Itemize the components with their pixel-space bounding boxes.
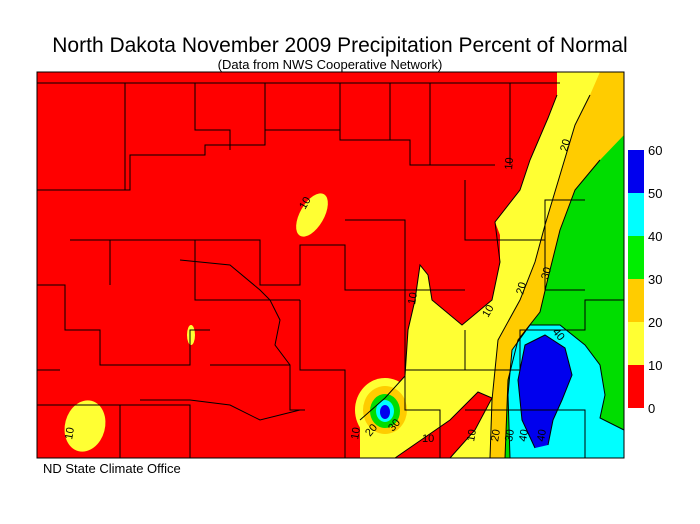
contour-label: 10: [503, 157, 516, 170]
legend-swatch-10-20: [628, 322, 644, 365]
contour-label: 10: [349, 426, 363, 440]
legend-swatch-40-50: [628, 193, 644, 236]
county-boundaries: [36, 71, 625, 459]
zone-10-20-island-north: [296, 193, 328, 237]
contour-label: 20: [558, 138, 573, 153]
map-title: North Dakota November 2009 Precipitation…: [52, 34, 628, 57]
zone-10-20-island-central: [187, 325, 195, 345]
contour-label: 20: [489, 428, 503, 442]
contour-label: 10: [297, 195, 314, 212]
legend-label: 20: [648, 315, 663, 330]
contour-lines: [359, 94, 625, 459]
contour-label: 20: [514, 281, 529, 296]
credit-text: ND State Climate Office: [43, 461, 181, 476]
contour-label-group: 10 10 10 10 10 20 20 30 40 10 20 30 40 1…: [63, 138, 573, 445]
legend-swatch-20-30: [628, 279, 644, 322]
contour-label: 10: [465, 428, 479, 442]
legend-color-bar: [628, 150, 644, 408]
legend-swatch-30-40: [628, 236, 644, 279]
zone-50-60-southcentral: [380, 405, 390, 419]
legend-swatch-50-60: [628, 150, 644, 193]
map-subtitle: (Data from NWS Cooperative Network): [217, 57, 443, 72]
legend-label: 50: [648, 186, 663, 201]
contour-label: 30: [539, 266, 554, 281]
contour-label: 40: [535, 428, 549, 442]
zone-50-60-east: [518, 335, 572, 448]
contour-label: 10: [480, 303, 497, 320]
contour-label: 10: [63, 426, 77, 440]
contour-label: 10: [422, 433, 434, 445]
legend-label: 60: [648, 143, 663, 158]
legend-label: 40: [648, 229, 663, 244]
legend-swatch-0-10: [628, 365, 644, 408]
legend-label: 10: [648, 358, 663, 373]
zone-10-20-island-southwest: [64, 400, 106, 452]
contour-label: 40: [517, 428, 531, 442]
contour-label: 30: [503, 428, 517, 442]
contour-label: 10: [406, 291, 420, 305]
legend-label: 30: [648, 272, 663, 287]
legend-label: 0: [648, 401, 656, 416]
